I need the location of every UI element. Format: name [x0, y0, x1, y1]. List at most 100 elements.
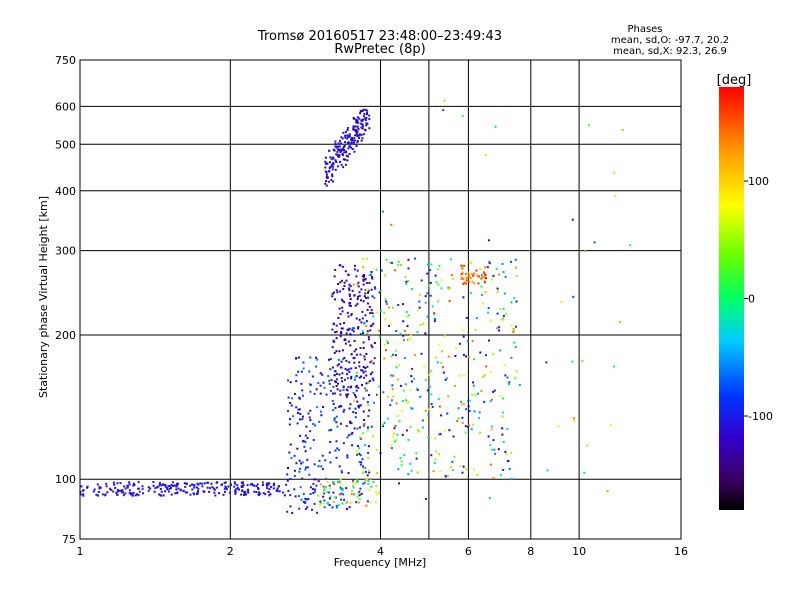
- data-point: [268, 494, 271, 497]
- data-point: [349, 302, 352, 305]
- data-point: [112, 490, 115, 493]
- data-point: [309, 356, 312, 359]
- data-point: [416, 387, 419, 390]
- data-point: [427, 413, 430, 416]
- data-point: [490, 370, 492, 373]
- data-point: [439, 470, 442, 473]
- data-point: [86, 486, 88, 489]
- data-point: [366, 429, 369, 432]
- data-point: [501, 319, 504, 322]
- data-point: [223, 487, 226, 490]
- data-point: [286, 473, 289, 476]
- data-point: [326, 480, 329, 483]
- data-point: [154, 487, 157, 490]
- data-point: [335, 505, 338, 507]
- data-point: [122, 494, 125, 497]
- data-point: [369, 361, 372, 364]
- data-point: [334, 140, 337, 143]
- data-point: [328, 451, 331, 454]
- data-point: [349, 501, 352, 504]
- data-point: [287, 379, 290, 382]
- data-point: [492, 390, 494, 393]
- data-point: [268, 488, 271, 491]
- data-point: [371, 295, 374, 298]
- data-point: [394, 354, 397, 357]
- data-point: [120, 489, 123, 492]
- data-point: [332, 392, 334, 395]
- data-point: [297, 356, 300, 359]
- data-point: [98, 486, 101, 489]
- data-point: [234, 489, 237, 492]
- data-point: [299, 486, 302, 489]
- data-point: [510, 356, 513, 359]
- data-point: [442, 371, 445, 374]
- data-point: [246, 484, 249, 487]
- data-point: [375, 491, 377, 493]
- data-point: [343, 498, 346, 501]
- data-point: [258, 491, 260, 494]
- data-point: [348, 289, 351, 292]
- data-point: [332, 180, 335, 183]
- data-point: [149, 487, 152, 490]
- data-point: [416, 331, 419, 333]
- data-point: [488, 497, 491, 500]
- data-point: [434, 356, 437, 359]
- data-point: [196, 492, 199, 495]
- data-point: [359, 487, 362, 490]
- data-point: [289, 381, 292, 384]
- data-point: [491, 278, 493, 281]
- data-point: [356, 298, 359, 300]
- y-tick-label: 300: [55, 245, 76, 258]
- data-point: [360, 139, 363, 142]
- data-point: [325, 184, 328, 187]
- data-point: [355, 371, 358, 374]
- data-point: [156, 486, 158, 489]
- data-point: [341, 137, 344, 140]
- data-point: [344, 163, 347, 166]
- data-point: [489, 443, 492, 446]
- data-point: [515, 325, 517, 328]
- data-point: [361, 137, 364, 140]
- data-point: [330, 158, 333, 161]
- data-point: [480, 277, 483, 280]
- data-point: [509, 261, 512, 263]
- data-point: [126, 485, 129, 487]
- colorbar-tick-label: -100: [748, 410, 773, 423]
- data-point: [309, 493, 312, 495]
- data-point: [358, 361, 361, 364]
- data-point: [309, 419, 312, 422]
- data-point: [358, 117, 361, 120]
- data-point: [190, 483, 193, 486]
- data-point: [344, 367, 347, 370]
- data-point: [426, 292, 429, 295]
- data-point: [256, 483, 259, 486]
- data-point: [382, 210, 384, 213]
- data-points: [79, 99, 632, 514]
- data-point: [267, 482, 270, 485]
- data-point: [313, 463, 316, 466]
- data-point: [345, 332, 348, 335]
- data-point: [335, 440, 338, 443]
- data-point: [464, 272, 467, 275]
- data-point: [480, 390, 483, 393]
- data-point: [137, 487, 140, 490]
- data-point: [572, 417, 575, 420]
- data-point: [406, 325, 409, 328]
- data-point: [386, 395, 389, 398]
- data-point: [410, 407, 412, 409]
- data-point: [356, 452, 359, 455]
- data-point: [461, 114, 464, 117]
- data-point: [174, 492, 177, 495]
- data-point: [153, 490, 156, 493]
- data-point: [424, 498, 427, 500]
- data-point: [331, 173, 334, 176]
- data-point: [488, 339, 490, 342]
- data-point: [329, 461, 332, 464]
- y-tick-label: 100: [55, 473, 76, 486]
- data-point: [366, 257, 369, 260]
- data-point: [342, 131, 345, 134]
- data-point: [362, 366, 365, 368]
- data-point: [357, 281, 360, 284]
- data-point: [363, 467, 366, 470]
- data-point: [236, 484, 239, 487]
